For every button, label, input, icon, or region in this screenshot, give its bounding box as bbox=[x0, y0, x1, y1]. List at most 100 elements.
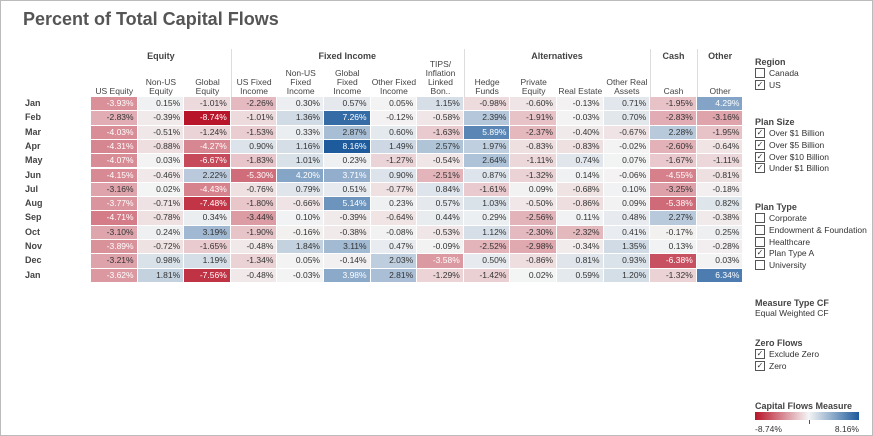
group-header: Alternatives bbox=[531, 51, 583, 61]
heat-cell: -7.48% bbox=[184, 197, 231, 212]
heat-cell: 0.11% bbox=[557, 211, 604, 226]
heat-cell: -3.93% bbox=[91, 97, 138, 112]
heat-cell: 8.16% bbox=[324, 139, 371, 155]
checkbox-option[interactable]: ✓ Plan Type A bbox=[755, 248, 814, 259]
row-label: Feb bbox=[25, 112, 42, 123]
heat-cell: -4.27% bbox=[184, 139, 231, 155]
heat-cell: -0.77% bbox=[370, 182, 418, 198]
row-label: Jan bbox=[25, 98, 41, 108]
checkbox: ✓ bbox=[755, 139, 765, 150]
heat-cell: 0.50% bbox=[463, 254, 511, 269]
row-label: Oct bbox=[25, 226, 41, 237]
checkbox bbox=[755, 260, 765, 271]
heat-cell: 1.20% bbox=[603, 268, 651, 283]
column-header: Private Equity bbox=[520, 77, 547, 96]
row-label: Jun bbox=[25, 169, 42, 180]
heat-cell: -4.31% bbox=[91, 139, 138, 155]
checkbox-option[interactable]: ✓ Over $1 Billion bbox=[755, 128, 824, 138]
heat-cell: 0.79% bbox=[277, 182, 324, 198]
column-header: Hedge Funds bbox=[474, 77, 500, 96]
heat-cell: -1.42% bbox=[463, 268, 511, 283]
heat-cell: 0.24% bbox=[137, 225, 185, 240]
heat-cell: 2.28% bbox=[650, 125, 697, 140]
heat-cell: -3.25% bbox=[650, 182, 697, 198]
row-label: May bbox=[25, 155, 43, 166]
heat-cell: -3.16% bbox=[91, 182, 138, 198]
heat-cell: -2.56% bbox=[510, 211, 557, 226]
heat-cell: -0.86% bbox=[510, 254, 557, 269]
heat-cell: -4.03% bbox=[91, 125, 138, 140]
checkbox-option[interactable]: Healthcare bbox=[755, 236, 810, 247]
checkbox-option[interactable]: ✓ Zero bbox=[755, 361, 786, 371]
legend-min-label: -8.74% bbox=[755, 424, 782, 434]
heat-cell: -0.09% bbox=[417, 240, 464, 255]
heat-cell: 1.36% bbox=[277, 111, 324, 126]
heat-cell: 0.03% bbox=[137, 154, 185, 169]
group-header: Equity bbox=[147, 51, 175, 61]
heat-cell: -4.71% bbox=[91, 211, 138, 226]
heat-cell: -0.17% bbox=[650, 225, 697, 240]
legend-max-label: 8.16% bbox=[834, 424, 859, 434]
checkbox-option[interactable]: ✓ Over $5 Billion bbox=[755, 139, 824, 150]
heat-cell: 0.48% bbox=[603, 211, 651, 226]
checkbox-option[interactable]: ✓ Under $1 Billion bbox=[755, 163, 829, 174]
heat-cell: 2.87% bbox=[324, 125, 371, 140]
checkbox-option[interactable]: Canada bbox=[755, 68, 799, 78]
heat-cell: 0.57% bbox=[417, 197, 464, 212]
heat-cell: -0.40% bbox=[557, 125, 604, 140]
heat-cell: 2.64% bbox=[463, 154, 511, 169]
heat-cell: -1.11% bbox=[510, 154, 557, 169]
heat-cell: -0.16% bbox=[277, 225, 324, 240]
heat-cell: 1.03% bbox=[463, 197, 511, 212]
checkbox-option[interactable]: ✓ Exclude Zero bbox=[755, 349, 819, 359]
heat-cell: 1.97% bbox=[463, 139, 511, 155]
heat-cell: -0.18% bbox=[696, 182, 744, 198]
heat-cell: -2.52% bbox=[463, 240, 511, 255]
checkbox: ✓ bbox=[755, 128, 765, 138]
checkbox: ✓ bbox=[755, 248, 765, 259]
heat-cell: -0.58% bbox=[417, 111, 464, 126]
heat-cell: -6.67% bbox=[184, 154, 231, 169]
heat-cell: 0.82% bbox=[696, 197, 744, 212]
heat-cell: -0.48% bbox=[230, 268, 278, 283]
legend-gradient bbox=[755, 412, 859, 420]
heat-cell: 1.01% bbox=[277, 154, 324, 169]
heat-cell: -2.37% bbox=[510, 125, 557, 140]
heat-cell: -2.83% bbox=[91, 111, 138, 126]
heat-cell: -1.61% bbox=[463, 182, 511, 198]
row-label: Apr bbox=[25, 140, 41, 151]
column-header: TIPS/ Inflation Linked Bon.. bbox=[425, 59, 456, 96]
heat-cell: -3.58% bbox=[417, 254, 464, 269]
heat-cell: -0.46% bbox=[137, 168, 185, 183]
heat-cell: -3.21% bbox=[91, 254, 138, 269]
checkbox bbox=[755, 224, 765, 235]
column-header: Other bbox=[709, 86, 731, 96]
column-header: US Equity bbox=[95, 86, 134, 96]
measure-title: Measure Type CF bbox=[755, 298, 829, 308]
checkbox-option[interactable]: ✓ US bbox=[755, 79, 781, 90]
heat-cell: 1.19% bbox=[184, 254, 231, 269]
heat-cell: -1.91% bbox=[510, 111, 557, 126]
heat-cell: -0.48% bbox=[230, 240, 278, 255]
heat-cell: 0.87% bbox=[463, 168, 511, 183]
heat-cell: -0.64% bbox=[696, 139, 744, 155]
heat-cell: 1.35% bbox=[603, 240, 651, 255]
checkbox: ✓ bbox=[755, 163, 765, 174]
heat-cell: -4.07% bbox=[91, 154, 138, 169]
heat-cell: 0.51% bbox=[324, 182, 371, 198]
checkbox bbox=[755, 236, 765, 247]
heat-cell: -1.65% bbox=[184, 240, 231, 255]
heat-cell: 0.74% bbox=[557, 154, 604, 169]
heat-cell: 0.57% bbox=[324, 97, 371, 112]
heat-cell: 2.39% bbox=[463, 111, 511, 126]
checkbox-option[interactable]: ✓ Over $10 Billion bbox=[755, 151, 829, 162]
row-label: Mar bbox=[25, 126, 42, 137]
checkbox-option[interactable]: Corporate bbox=[755, 213, 807, 223]
heat-cell: 0.34% bbox=[184, 211, 231, 226]
heat-cell: 0.29% bbox=[463, 211, 511, 226]
heat-cell: -1.32% bbox=[650, 268, 697, 283]
heat-cell: -0.38% bbox=[324, 225, 371, 240]
checkbox-option[interactable]: Endowment & Foundation bbox=[755, 224, 867, 235]
heat-cell: -1.34% bbox=[230, 254, 278, 269]
checkbox-option[interactable]: University bbox=[755, 260, 806, 271]
